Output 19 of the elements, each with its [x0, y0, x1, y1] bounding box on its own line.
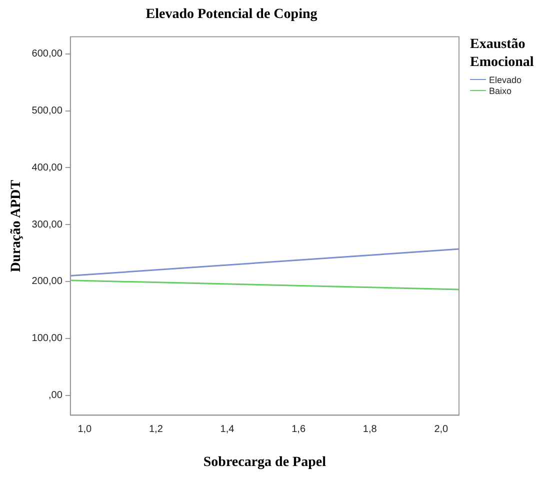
y-tick-label: 300,00	[32, 219, 63, 230]
x-tick-label: 1,6	[292, 424, 306, 435]
y-tick-label: 100,00	[32, 333, 63, 344]
y-tick-label: 500,00	[32, 106, 63, 117]
legend-title: Exaustão Emocional	[470, 36, 535, 72]
y-axis-title: Duração APDT	[9, 179, 24, 272]
x-tick-label: 1,0	[78, 424, 92, 435]
x-tick-label: 2,0	[434, 424, 449, 435]
x-tick-label: 1,8	[362, 424, 378, 435]
y-tick-label: 200,00	[32, 276, 63, 288]
x-tick-label: 1,4	[220, 424, 235, 435]
legend-label: Elevado	[489, 74, 522, 84]
legend-label: Baixo	[489, 86, 512, 96]
x-axis-title: Sobrecarga de Papel	[203, 455, 326, 470]
y-tick-label: 600,00	[32, 48, 63, 60]
chart-title: Elevado Potencial de Coping	[146, 7, 318, 22]
x-tick-label: 1,2	[149, 424, 164, 435]
y-tick-label: 400,00	[32, 162, 63, 174]
y-tick-label: ,00	[48, 390, 63, 402]
